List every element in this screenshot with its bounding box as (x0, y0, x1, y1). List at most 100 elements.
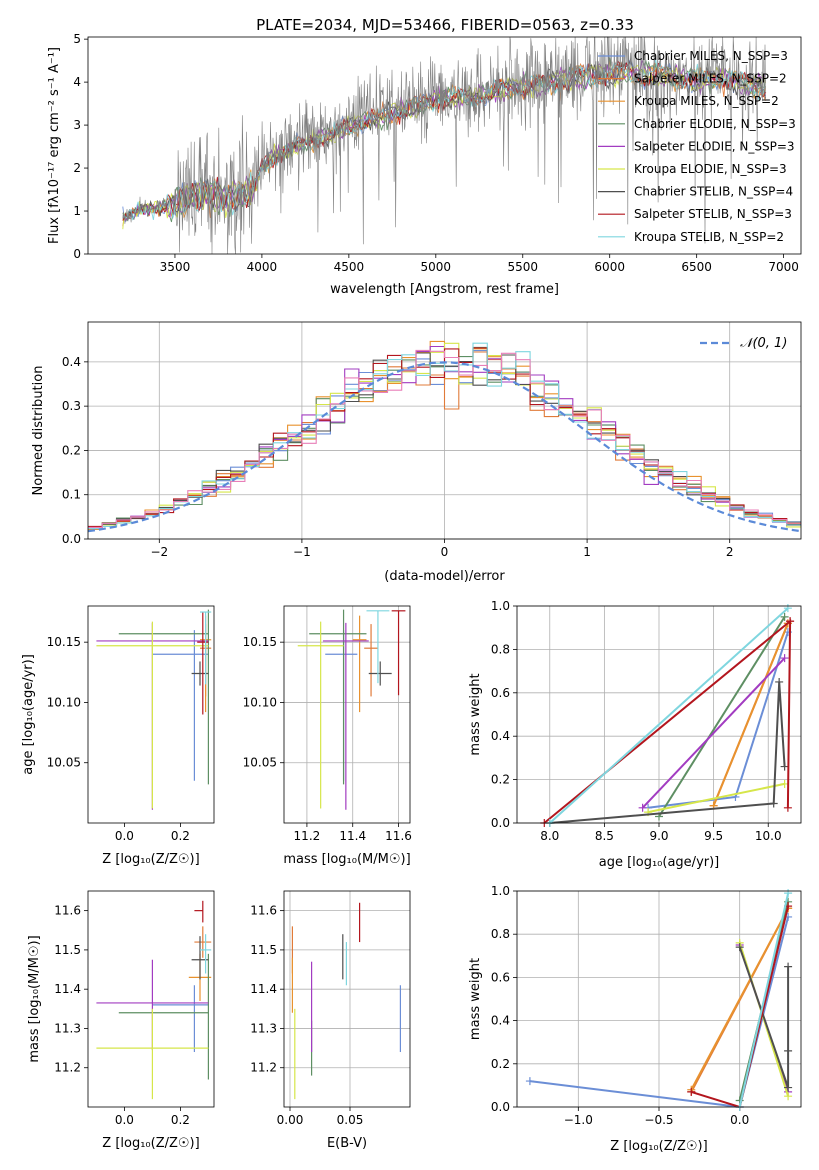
y-tick-label: 10.15 (47, 635, 81, 649)
y-tick-label: 11.2 (250, 1061, 277, 1075)
y-tick-label: 0.6 (491, 686, 510, 700)
mass-weight-marker (775, 677, 784, 686)
y-tick-label: 1 (73, 204, 81, 218)
y-axis-label: Flux [fλ10⁻¹⁷ erg cm⁻² s⁻¹ A⁻¹] (47, 47, 62, 244)
axes-frame (283, 890, 411, 1108)
y-tick-label: 0.2 (491, 773, 510, 787)
x-tick-label: 2 (726, 545, 734, 559)
axes-frame (516, 605, 802, 824)
x-tick-label: 4500 (334, 260, 365, 274)
y-tick-label: 0.0 (491, 1100, 510, 1114)
mass-weight-marker (786, 617, 795, 626)
y-tick-label: 10.15 (243, 635, 277, 649)
legend-label: Chabrier STELIB, N_SSP=4 (634, 185, 793, 199)
y-axis-label: mass [log₁₀(M/M☉)] (27, 935, 42, 1062)
x-tick-label: 0.2 (171, 1113, 190, 1127)
x-tick-label: 0.0 (115, 829, 134, 843)
weight-vs-metallicity-panel: −1.0 −0.5 0.0 0.0 0.2 0.4 0.6 0.8 1.0 Z [log₁₀(Z/… (468, 884, 802, 1154)
axes-frame (516, 890, 802, 1108)
y-tick-label: 11.3 (54, 1021, 81, 1035)
mass-weight-line (641, 657, 786, 809)
mass-weight-line (647, 782, 785, 814)
legend-label: Chabrier MILES, N_SSP=3 (634, 49, 788, 63)
y-tick-label: 0.8 (491, 927, 510, 941)
y-tick-label: 0.0 (491, 816, 510, 830)
mass-weight-marker (735, 943, 744, 952)
y-tick-label: 0.8 (491, 642, 510, 656)
mass-weight-line (738, 892, 790, 1108)
mass-weight-marker (784, 889, 793, 898)
mass-weight-line (549, 607, 789, 824)
x-tick-label: −1.0 (564, 1113, 593, 1127)
mass-weight-marker (780, 654, 789, 663)
axes-frame (87, 36, 802, 255)
x-axis-label: wavelength [Angstrom, rest frame] (330, 282, 559, 297)
x-axis-label: (data-model)/error (384, 569, 505, 584)
age-vs-mass-panel: 11.2 11.4 11.6 10.05 10.10 10.15 mass [log₁₀(M… (243, 605, 412, 867)
axes-frame (87, 605, 215, 824)
x-tick-label: 10.0 (755, 829, 782, 843)
x-tick-label: 5500 (507, 260, 538, 274)
y-tick-label: 11.6 (250, 904, 277, 918)
mass-weight-line (690, 907, 789, 1091)
y-tick-label: 2 (73, 161, 81, 175)
axes-frame (283, 605, 411, 824)
x-tick-label: 8.5 (595, 829, 614, 843)
y-tick-label: 3 (73, 118, 81, 132)
mass-weight-marker (783, 803, 792, 812)
x-tick-label: 6500 (681, 260, 712, 274)
legend-label: Kroupa MILES, N_SSP=2 (634, 94, 779, 108)
y-tick-label: 5 (73, 32, 81, 46)
y-tick-label: 1.0 (491, 599, 510, 613)
y-tick-label: 0.4 (491, 729, 510, 743)
x-tick-label: 9.0 (649, 829, 668, 843)
x-axis-label: Z [log₁₀(Z/Z☉)] (610, 1139, 707, 1154)
x-tick-label: 5000 (421, 260, 452, 274)
age-vs-metallicity-panel: 0.0 0.2 10.05 10.10 10.15 Z [log₁₀(Z/Z☉)] age … (21, 605, 215, 867)
x-tick-label: 11.2 (294, 829, 321, 843)
mass-weight-marker (687, 1087, 696, 1096)
x-tick-label: 8.0 (540, 829, 559, 843)
mass-weight-marker (784, 1046, 793, 1055)
x-tick-label: 1 (583, 545, 591, 559)
mass-weight-marker (525, 1077, 534, 1086)
y-tick-label: 0.4 (62, 355, 81, 369)
legend-label: Salpeter MILES, N_SSP=2 (634, 72, 787, 86)
residual-histogram-panel: −2 −1 0 1 2 0.0 0.1 0.2 0.3 0.4 (data-model)/error… (31, 321, 802, 584)
x-axis-label: age [log₁₀(age/yr)] (599, 855, 720, 870)
x-tick-label: 0 (441, 545, 449, 559)
x-axis-label: Z [log₁₀(Z/Z☉)] (102, 1136, 199, 1151)
mass-weight-marker (780, 612, 789, 621)
y-tick-label: 0.3 (62, 399, 81, 413)
x-tick-label: 3500 (160, 260, 191, 274)
mass-weight-marker (769, 799, 778, 808)
mass-weight-line (738, 946, 790, 1088)
x-tick-label: 11.4 (339, 829, 366, 843)
y-tick-label: 0.6 (491, 970, 510, 984)
y-tick-label: 11.5 (250, 943, 277, 957)
legend-label: Kroupa STELIB, N_SSP=2 (634, 230, 784, 244)
histogram-step (88, 349, 801, 528)
histogram-step (88, 342, 801, 528)
mass-weight-line (712, 623, 789, 806)
legend-label: Salpeter ELODIE, N_SSP=3 (634, 139, 795, 153)
x-tick-label: 0.00 (277, 1113, 304, 1127)
y-axis-label: Normed distribution (31, 366, 46, 496)
mass-weight-marker (784, 1092, 793, 1101)
y-tick-label: 11.6 (54, 904, 81, 918)
mass-weight-marker (780, 762, 789, 771)
x-tick-label: 0.0 (730, 1113, 749, 1127)
mass-weight-line (658, 616, 786, 818)
observed-spectrum-line (122, 36, 767, 255)
mass-weight-marker (784, 1083, 793, 1092)
axes-frame (87, 890, 215, 1108)
mass-vs-metallicity-panel: 0.0 0.2 11.2 11.3 11.4 11.5 11.6 Z [log₁₀(Z/Z☉)… (27, 890, 215, 1151)
legend-label: Chabrier ELODIE, N_SSP=3 (634, 117, 796, 131)
x-tick-label: −2 (150, 545, 168, 559)
y-tick-label: 0.2 (62, 443, 81, 457)
x-tick-label: 9.5 (704, 829, 723, 843)
y-tick-label: 11.4 (250, 982, 277, 996)
mass-weight-marker (783, 604, 792, 613)
mass-weight-line (543, 619, 792, 824)
mass-weight-marker (784, 962, 793, 971)
